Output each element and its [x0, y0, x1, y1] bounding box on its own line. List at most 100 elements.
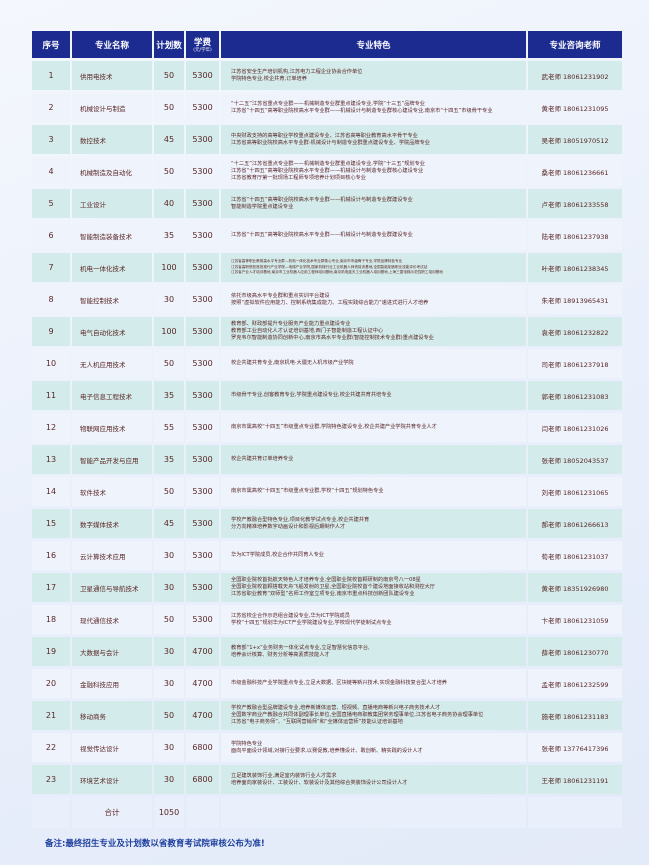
row-index: 13	[32, 445, 70, 474]
row-index: 11	[32, 381, 70, 410]
tuition-fee: 5300	[186, 541, 219, 570]
table-row: 22 视觉传达设计 30 6800 学院特色专业 面向平面设计领域,对接行业要求,以赛促教…	[32, 733, 622, 762]
major-features: 江苏省安全生产培训机构,江苏电力工程企业协会合作单位 学院特色专业,校企共育,订单…	[221, 61, 526, 90]
consult-teacher: 张老师 13776417396	[528, 733, 622, 762]
major-features: 全国职业院校首批航天特色人才培养专业,全国职业院校首颗研制的南京号八一08星 全国…	[221, 573, 526, 602]
row-index: 22	[32, 733, 70, 762]
consult-teacher: 陆老师 18061237938	[528, 221, 622, 250]
major-features: “十二五”江苏省重点专业群——机械制造专业群重点建设专业,学院“十三五”品牌专业…	[221, 93, 526, 122]
major-name: 机电一体化技术	[72, 253, 152, 282]
major-features: 华为ICT学院成员,校企合作共同育人专业	[221, 541, 526, 570]
feature-line: 市级金融科技产业学院重点专业,立足大数据、区块链等新兴技术,实现金融科技复合型人…	[231, 680, 447, 686]
feature-line: 教育部工业自动化人才认证培训基地,西门子智能制造工程认证中心	[231, 328, 384, 334]
plan-count: 100	[154, 253, 184, 282]
row-index: 2	[32, 93, 70, 122]
plan-count: 30	[154, 765, 184, 794]
table-row: 9 电气自动化技术 100 5300 教育部、财政部提升专业服务产业能力重点建设专业 教育…	[32, 317, 622, 346]
total-features-blank	[221, 797, 526, 828]
table-row: 14 软件技术 50 5300 南京市属高校“十四五”市级重点专业群,学校“十四五”规划…	[32, 477, 622, 506]
consult-teacher: 施老师 18061231183	[528, 701, 622, 730]
tuition-fee: 5300	[186, 253, 219, 282]
row-index: 14	[32, 477, 70, 506]
feature-line: 江苏省高职院校首批现代产业学院—电梯产业学院,国家机械行业工业机器人师资培训基地…	[231, 264, 428, 269]
table-row: 15 数字媒体技术 45 5300 学校产教融合型特色专业,项目化教学试点专业,校企共建…	[32, 509, 622, 538]
consult-teacher: 黄老师 18061231095	[528, 93, 622, 122]
tuition-fee: 5300	[186, 445, 219, 474]
feature-line: 江苏省“电子商务师”、“互联网营销师”和“全媒体运营师”技能认证培训基地	[231, 719, 403, 725]
plan-count: 35	[154, 221, 184, 250]
major-name: 物联网应用技术	[72, 413, 152, 442]
row-index: 18	[32, 605, 70, 634]
tuition-fee: 5300	[186, 157, 219, 186]
row-index: 9	[32, 317, 70, 346]
feature-line: 学校产教融合型特色专业,项目化教学试点专业,校企共建共育	[231, 516, 370, 523]
header-fee-unit: (元/学年)	[193, 48, 212, 53]
major-name: 智能控制技术	[72, 285, 152, 314]
major-name: 智能制造装备技术	[72, 221, 152, 250]
table-row: 13 智能产品开发与应用 35 5300 校企共建共育订单培养专业 张老师 1805204…	[32, 445, 622, 474]
total-label: 合计	[72, 797, 152, 828]
major-name: 视觉传达设计	[72, 733, 152, 762]
feature-line: 学校“十四五”规划华为ICT产业学院建设专业,学校现代学徒制试点专业	[231, 619, 392, 626]
major-name: 金融科技应用	[72, 669, 152, 698]
enrollment-table-container: 序号 专业名称 计划数 学费 (元/学年) 专业特色 专业咨询老师 1 供用电技术 5…	[32, 28, 622, 831]
feature-line: 立足建筑装饰行业,满足室内装饰行业人才需求	[231, 772, 337, 779]
feature-line: 江苏省“十四五”高等职业院校高水平专业群——机械设计与制造专业群核心建设专业	[231, 168, 424, 174]
consult-teacher: 荀老师 18061231037	[528, 541, 622, 570]
consult-teacher: 郭老师 18061231083	[528, 381, 622, 410]
plan-count: 30	[154, 733, 184, 762]
feature-line: 学院特色专业,校企共育,订单培养	[231, 75, 307, 82]
feature-line: 江苏省安全生产培训机构,江苏电力工程企业协会合作单位	[231, 68, 363, 75]
tuition-fee: 6800	[186, 733, 219, 762]
tuition-fee: 5300	[186, 477, 219, 506]
enrollment-table: 序号 专业名称 计划数 学费 (元/学年) 专业特色 专业咨询老师 1 供用电技术 5…	[30, 28, 624, 831]
major-features: 江苏省校企合作示范组合建设专业,华为ICT学院成员 学校“十四五”规划华为ICT产…	[221, 605, 526, 634]
tuition-fee: 6800	[186, 765, 219, 794]
major-name: 供用电技术	[72, 61, 152, 90]
table-row: 11 电子信息工程技术 35 5300 市级骨干专业,创客教育专业,学院重点建设专业,校…	[32, 381, 622, 410]
table-row: 17 卫星通信与导航技术 30 5300 全国职业院校首批航天特色人才培养专业,全国职业…	[32, 573, 622, 602]
tuition-fee: 5300	[186, 509, 219, 538]
row-index: 17	[32, 573, 70, 602]
header-index: 序号	[32, 31, 70, 58]
major-name: 大数据与会计	[72, 637, 152, 666]
feature-line: 全国职业院校首颗搭载天舟飞船发射的卫星,全国职业院校首个建设地面接收站和测控大厅	[231, 584, 435, 590]
plan-count: 50	[154, 605, 184, 634]
total-row: 合计 1050	[32, 797, 622, 828]
table-row: 7 机电一体化技术 100 5300 江苏省高等职业教育高水平专业群—机电一体化技术专业…	[32, 253, 622, 282]
row-index: 10	[32, 349, 70, 378]
tuition-fee: 5300	[186, 125, 219, 154]
feature-line: 江苏省教育厅第一批现场工程师专项培养计划项目核心专业	[231, 175, 366, 181]
plan-count: 30	[154, 669, 184, 698]
tuition-fee: 5300	[186, 285, 219, 314]
consult-teacher: 张老师 18052043537	[528, 445, 622, 474]
table-row: 16 云计算技术应用 30 5300 华为ICT学院成员,校企合作共同育人专业 荀老师 1…	[32, 541, 622, 570]
major-name: 电气自动化技术	[72, 317, 152, 346]
row-index: 19	[32, 637, 70, 666]
feature-line: 分方向精准培养数字动画设计和影视后期制作人才	[231, 523, 346, 530]
consult-teacher: 闫老师 18061231026	[528, 413, 622, 442]
header-features: 专业特色	[221, 31, 526, 58]
feature-line: 华为ICT学院成员,校企合作共同育人专业	[231, 552, 324, 558]
plan-count: 45	[154, 125, 184, 154]
tuition-fee: 5300	[186, 317, 219, 346]
row-index: 5	[32, 189, 70, 218]
feature-line: “十二五”江苏省重点专业群——机械制造专业群重点建设专业,学院“十三五”品牌专业	[231, 100, 425, 107]
major-features: 学院特色专业 面向平面设计领域,对接行业要求,以赛促教,培养懂设计、敢创新、精实践…	[221, 733, 526, 762]
feature-line: 罗克韦尔智能制造协同创新中心,南京市高水平专业群(智能控制技术专业群)重点建设专…	[231, 335, 434, 341]
tuition-fee: 5300	[186, 349, 219, 378]
feature-line: 学院特色专业	[231, 740, 263, 747]
tuition-fee: 5300	[186, 605, 219, 634]
major-features: 南京市属高校“十四五”市级重点专业群,学院特色建设专业,校企共建产业学院共育专业…	[221, 413, 526, 442]
row-index: 15	[32, 509, 70, 538]
major-features: 学校产教融合型特色专业,项目化教学试点专业,校企共建共育 分方向精准培养数字动画设…	[221, 509, 526, 538]
row-index: 12	[32, 413, 70, 442]
row-index: 4	[32, 157, 70, 186]
row-index: 6	[32, 221, 70, 250]
major-features: 中央财政支持的高等职业学校重点建设专业、江苏省高等职业教育高水平骨干专业 江苏省高…	[221, 125, 526, 154]
major-features: 依托市级高水平专业群和重点实训平台建设 按照“虚拟软件应用能力、控制系统集成能力、…	[221, 285, 526, 314]
feature-line: 江苏省高等职业院校高水平专业群-机械设计与制造专业群重点建设专业、学院品牌专业	[231, 139, 430, 146]
feature-line: 市级骨干专业,创客教育专业,学院重点建设专业,校企共建共育共培专业	[231, 392, 392, 398]
footnote: 备注:最终招生专业及计划数以省教育考试院审核公布为准!	[45, 839, 265, 849]
major-name: 无人机应用技术	[72, 349, 152, 378]
